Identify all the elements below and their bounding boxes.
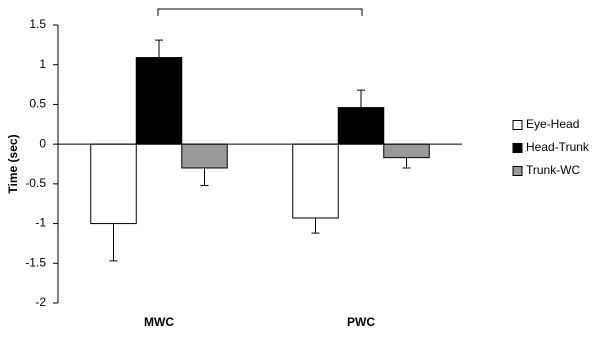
bar: [292, 143, 339, 219]
legend-swatch: [512, 120, 523, 130]
bar: [181, 143, 228, 169]
y-tick-label: -2: [35, 295, 46, 309]
bar: [337, 107, 385, 145]
legend-label: Eye-Head: [526, 117, 579, 131]
y-tick-label: -1: [35, 216, 46, 230]
legend-swatch: [512, 143, 523, 153]
y-tick-label: -1.5: [25, 255, 46, 269]
bar: [383, 143, 430, 159]
legend-swatch: [512, 166, 523, 176]
y-tick-label: 1.5: [29, 17, 46, 31]
y-tick-label: 0.5: [29, 97, 46, 111]
legend-label: Head-Trunk: [526, 140, 590, 154]
y-tick-label: 0: [39, 136, 46, 150]
y-tick-label: 1: [39, 57, 46, 71]
x-tick-label: MWC: [144, 315, 174, 329]
bar: [90, 143, 137, 225]
y-axis-label: Time (sec): [6, 134, 20, 193]
significance-bracket: [157, 8, 363, 16]
y-tick-label: -0.5: [25, 176, 46, 190]
bar: [135, 57, 183, 145]
x-tick-label: PWC: [347, 315, 375, 329]
legend-label: Trunk-WC: [526, 163, 581, 177]
